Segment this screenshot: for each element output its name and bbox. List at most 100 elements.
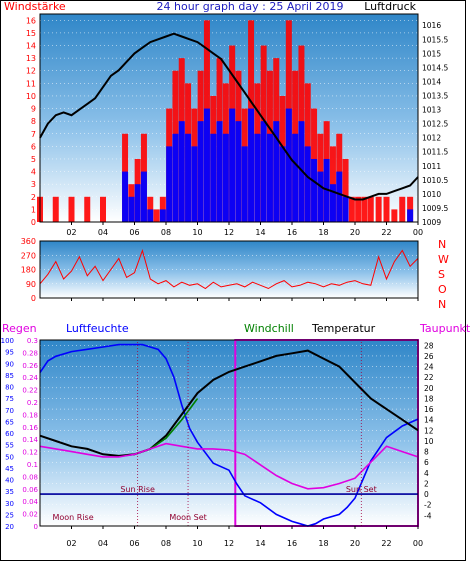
- wind-mean-bar: [311, 158, 318, 222]
- wind-mean-bar: [273, 121, 280, 222]
- wind-mean-bar: [329, 184, 336, 222]
- luftfeuchte-label: Luftfeuchte: [66, 322, 129, 335]
- taupunkt-label: Taupunkt: [419, 322, 470, 335]
- humidity-y-tick-label: 45: [5, 465, 14, 473]
- pressure-y-tick-label: 1011: [422, 162, 441, 171]
- humidity-y-tick-label: 75: [5, 395, 14, 403]
- climate-x-tick-label: 12: [224, 539, 234, 548]
- temp-y-tick-label: 2: [424, 479, 429, 488]
- regen-y-tick-label: 0.28: [22, 349, 38, 357]
- wind-y-tick-label: 6: [31, 142, 36, 151]
- humidity-y-tick-label: 30: [5, 500, 14, 508]
- pressure-y-tick-label: 1011.5: [422, 148, 448, 157]
- wind-mean-bar: [248, 108, 255, 222]
- humidity-y-tick-label: 65: [5, 418, 14, 426]
- wind-y-tick-label: 7: [31, 130, 36, 139]
- climate-x-tick-label: 10: [192, 539, 202, 548]
- wind-y-tick-label: 3: [31, 180, 36, 189]
- wind-mean-bar: [342, 196, 349, 222]
- wind-gust-bar: [355, 196, 362, 222]
- humidity-y-tick-label: 20: [5, 523, 14, 531]
- wind-mean-bar: [166, 146, 173, 222]
- direction-y-tick-label: 180: [21, 266, 36, 275]
- wind-y-tick-label: 2: [31, 193, 36, 202]
- wind-mean-bar: [260, 121, 267, 222]
- climate-x-tick-label: 00: [413, 539, 423, 548]
- climate-x-tick-label: 16: [287, 539, 297, 548]
- wind-x-tick-label: 18: [318, 228, 328, 237]
- pressure-y-tick-label: 1009.5: [422, 204, 448, 213]
- wind-mean-bar: [254, 133, 261, 222]
- compass-label: N: [438, 298, 446, 311]
- pressure-line: [39, 32, 419, 201]
- regen-y-tick-label: 0.04: [22, 498, 38, 506]
- climate-x-tick-label: 18: [318, 539, 328, 548]
- wind-mean-bar: [128, 196, 135, 222]
- temp-y-tick-label: -2: [424, 501, 432, 510]
- wind-gust-bar: [84, 196, 91, 222]
- climate-x-tick-label: 08: [161, 539, 171, 548]
- wind-mean-bar: [235, 121, 242, 222]
- wind-mean-bar: [185, 133, 192, 222]
- regen-label: Regen: [2, 322, 37, 335]
- wind-gust-bar: [361, 196, 368, 222]
- compass-label: W: [438, 253, 449, 266]
- wind-x-tick-label: 20: [350, 228, 360, 237]
- wind-plot-area: [40, 14, 418, 222]
- wind-left-label: Windstärke: [4, 0, 66, 13]
- humidity-y-tick-label: 50: [5, 453, 14, 461]
- temp-y-tick-label: 0: [424, 490, 429, 499]
- wind-mean-bar: [159, 209, 166, 222]
- climate-x-tick-label: 20: [350, 539, 360, 548]
- wind-y-tick-label: 10: [26, 92, 36, 101]
- wind-gust-bar: [383, 196, 390, 222]
- annotation-label: Moon Set: [169, 513, 206, 522]
- direction-y-tick-label: 270: [21, 251, 36, 260]
- regen-y-tick-label: 0.06: [22, 486, 38, 494]
- wind-x-tick-label: 10: [192, 228, 202, 237]
- wind-x-tick-label: 00: [413, 228, 423, 237]
- temp-y-tick-label: 4: [424, 469, 429, 478]
- humidity-y-tick-label: 100: [1, 337, 14, 345]
- wind-x-tick-label: 22: [381, 228, 391, 237]
- climate-x-tick-label: 04: [98, 539, 108, 548]
- regen-y-tick-label: 0.26: [22, 362, 38, 370]
- wind-mean-bar: [292, 133, 299, 222]
- direction-plot-area: [40, 241, 418, 298]
- compass-label: N: [438, 238, 446, 251]
- humidity-y-tick-label: 70: [5, 407, 14, 415]
- wind-y-tick-label: 12: [26, 67, 36, 76]
- wind-x-tick-label: 04: [98, 228, 108, 237]
- wind-mean-bar: [222, 133, 229, 222]
- regen-y-tick-label: 0.12: [22, 449, 38, 457]
- regen-y-tick-label: 0.3: [27, 337, 38, 345]
- temperatur-label: Temperatur: [311, 322, 376, 335]
- temp-y-tick-label: 26: [424, 352, 434, 361]
- wind-x-tick-label: 14: [255, 228, 265, 237]
- wind-gust-bar: [52, 196, 59, 222]
- pressure-y-tick-label: 1014.5: [422, 63, 448, 72]
- pressure-y-tick-label: 1015: [422, 49, 441, 58]
- temp-y-tick-label: -4: [424, 511, 432, 520]
- wind-y-tick-label: 8: [31, 117, 36, 126]
- wind-x-tick-label: 02: [66, 228, 76, 237]
- wind-x-tick-label: 12: [224, 228, 234, 237]
- wind-x-tick-label: 08: [161, 228, 171, 237]
- wind-y-tick-label: 0: [31, 218, 36, 227]
- regen-y-tick-label: 0: [34, 523, 38, 531]
- pressure-y-tick-label: 1013.5: [422, 92, 448, 101]
- annotation-label: Sun Set: [346, 485, 377, 494]
- pressure-y-tick-label: 1014: [422, 77, 441, 86]
- pressure-y-tick-label: 1013: [422, 106, 441, 115]
- series-line-temperatur: [39, 349, 419, 457]
- climate-x-tick-label: 14: [255, 539, 265, 548]
- regen-y-tick-label: 0.2: [27, 399, 38, 407]
- wind-gust-bar: [399, 196, 406, 222]
- pressure-y-tick-label: 1010: [422, 190, 441, 199]
- wind-gust-bar: [367, 196, 374, 222]
- temp-y-tick-label: 16: [424, 405, 434, 414]
- wind-gust-bar: [153, 209, 160, 222]
- direction-y-tick-label: 360: [21, 237, 36, 246]
- wind-mean-bar: [229, 108, 236, 222]
